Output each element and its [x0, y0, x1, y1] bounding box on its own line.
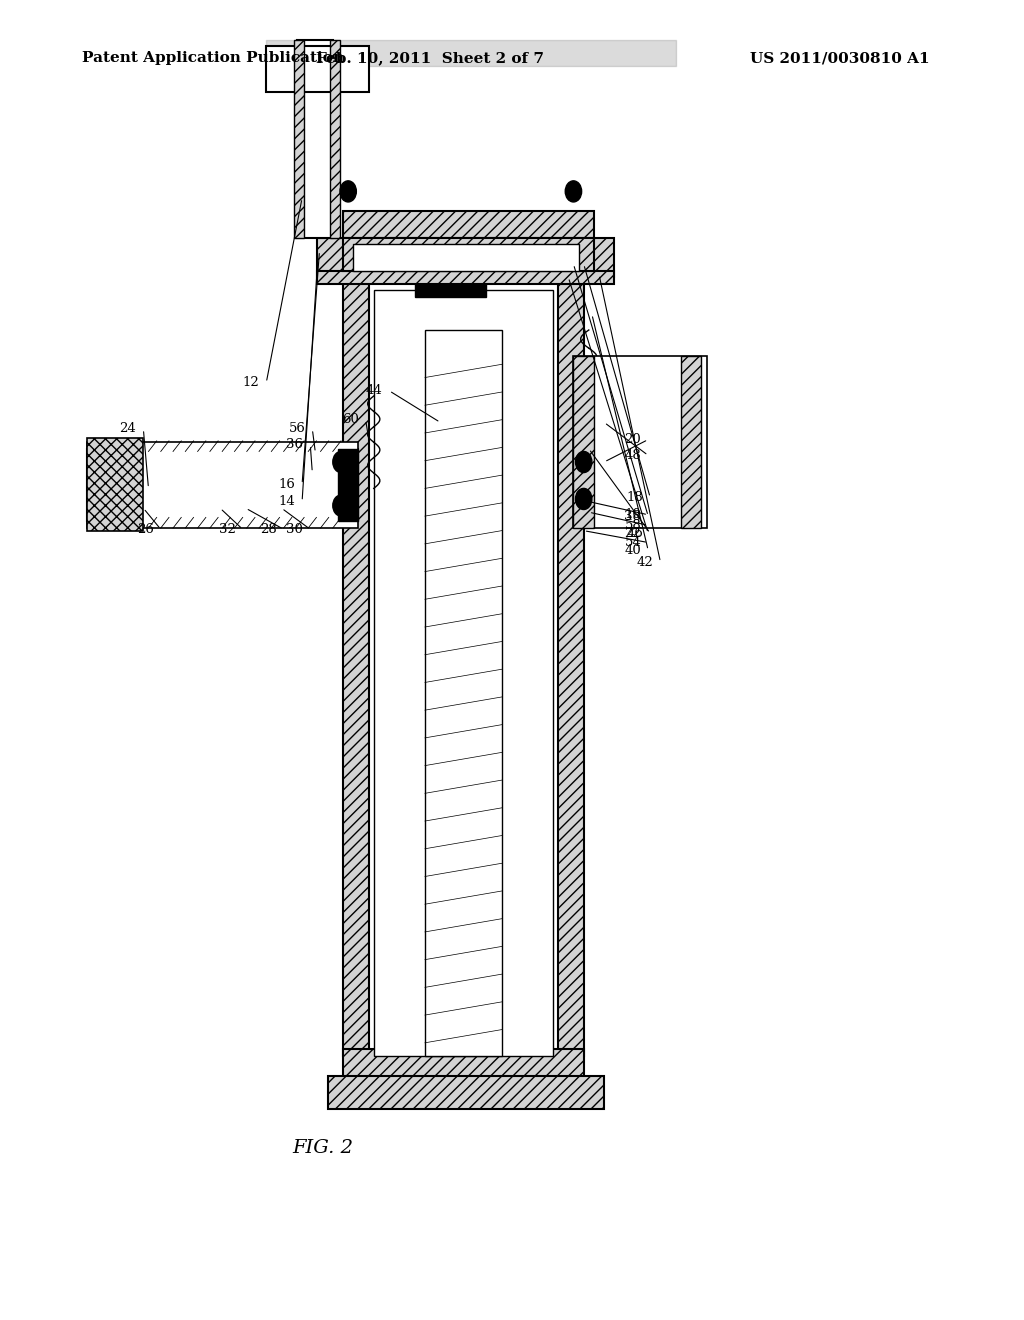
Text: 36: 36: [287, 438, 303, 451]
Circle shape: [340, 181, 356, 202]
Bar: [266, 46, 369, 92]
Bar: [415, 284, 486, 297]
Bar: [343, 211, 594, 238]
Text: 44: 44: [366, 384, 382, 397]
Circle shape: [575, 451, 592, 473]
Text: 20: 20: [625, 433, 641, 446]
Bar: [297, 40, 333, 238]
Text: 54: 54: [625, 536, 641, 549]
Bar: [558, 264, 584, 1056]
Circle shape: [575, 488, 592, 510]
Bar: [328, 1076, 604, 1109]
Bar: [87, 442, 358, 528]
Bar: [343, 238, 594, 271]
Bar: [343, 264, 369, 1056]
Bar: [579, 363, 701, 521]
Text: 42: 42: [637, 556, 653, 569]
Bar: [353, 244, 579, 271]
Text: 28: 28: [260, 523, 276, 536]
Circle shape: [333, 495, 349, 516]
Bar: [87, 449, 358, 521]
Text: FIG. 2: FIG. 2: [292, 1139, 353, 1158]
Text: 60: 60: [342, 413, 358, 426]
Bar: [317, 271, 614, 284]
Text: 56: 56: [289, 422, 305, 436]
Bar: [374, 290, 553, 1056]
Bar: [294, 40, 304, 238]
Text: 32: 32: [219, 523, 236, 536]
Bar: [425, 330, 502, 1056]
Bar: [87, 438, 143, 531]
Text: 26: 26: [137, 523, 154, 536]
Text: 14: 14: [279, 495, 295, 508]
Text: 30: 30: [287, 523, 303, 536]
Text: 48: 48: [625, 449, 641, 462]
Bar: [573, 356, 594, 528]
Bar: [338, 449, 358, 521]
Text: Patent Application Publication: Patent Application Publication: [82, 51, 344, 65]
Polygon shape: [420, 224, 481, 290]
Text: 40: 40: [625, 544, 641, 557]
Text: US 2011/0030810 A1: US 2011/0030810 A1: [750, 51, 930, 65]
Text: 10: 10: [625, 508, 641, 521]
Bar: [343, 1049, 584, 1082]
Text: 38: 38: [625, 510, 641, 523]
Text: 12: 12: [243, 376, 259, 389]
Text: 24: 24: [120, 422, 136, 436]
Text: 16: 16: [279, 478, 295, 491]
Circle shape: [333, 451, 349, 473]
Text: Feb. 10, 2011  Sheet 2 of 7: Feb. 10, 2011 Sheet 2 of 7: [316, 51, 544, 65]
Text: 18: 18: [627, 491, 643, 504]
Bar: [573, 356, 707, 528]
Text: 22: 22: [625, 527, 641, 540]
Bar: [317, 238, 614, 277]
Bar: [681, 356, 701, 528]
Circle shape: [565, 181, 582, 202]
Text: 58: 58: [625, 519, 641, 532]
Text: 46: 46: [627, 527, 643, 540]
Bar: [330, 40, 340, 238]
